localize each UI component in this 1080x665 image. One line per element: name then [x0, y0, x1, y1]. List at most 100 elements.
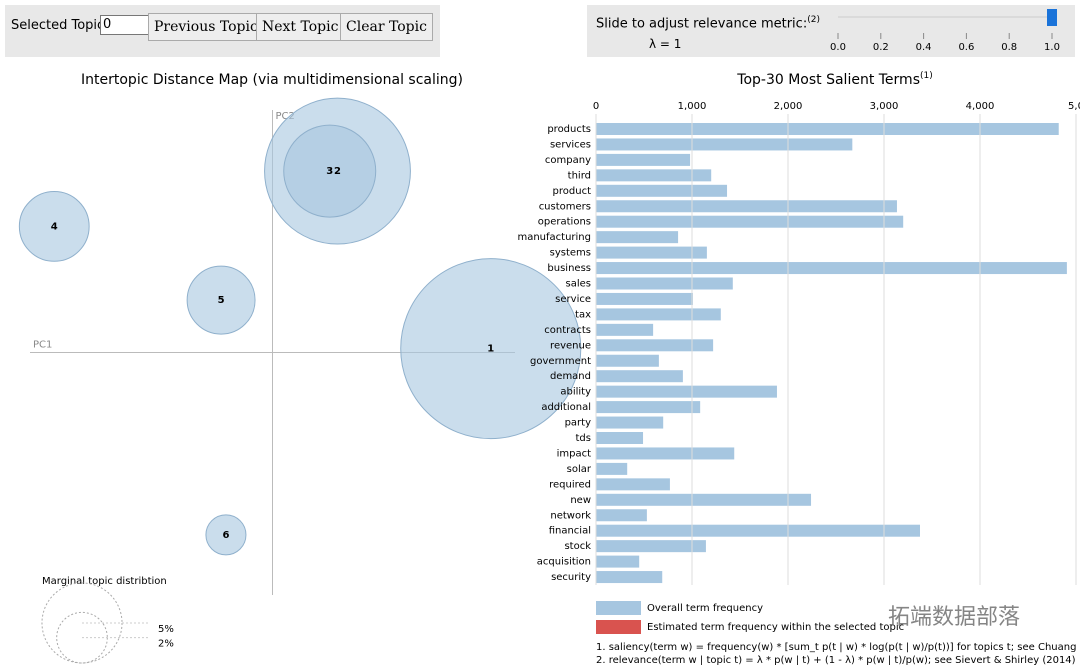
bar[interactable] [596, 540, 706, 553]
topic-bubble[interactable] [205, 514, 247, 556]
term-label[interactable]: revenue [550, 340, 591, 351]
term-label[interactable]: company [545, 155, 591, 166]
bar[interactable] [596, 509, 647, 522]
term-label[interactable]: third [568, 170, 591, 181]
bar[interactable] [596, 462, 628, 475]
term-label[interactable]: services [550, 139, 591, 150]
bar[interactable] [596, 493, 812, 506]
bar[interactable] [596, 308, 721, 321]
term-label[interactable]: impact [557, 448, 591, 459]
term-label[interactable]: network [550, 510, 591, 521]
bar[interactable] [596, 292, 693, 305]
slider-label: Slide to adjust relevance metric:(2) [596, 15, 820, 31]
topic-bubble[interactable] [186, 265, 256, 335]
bar[interactable] [596, 478, 670, 491]
x-tick-label: 0 [593, 101, 599, 112]
term-label[interactable]: product [553, 186, 592, 197]
term-label[interactable]: contracts [544, 325, 591, 336]
term-label[interactable]: solar [567, 464, 592, 475]
term-label[interactable]: sales [566, 279, 591, 290]
bar[interactable] [596, 385, 777, 398]
x-tick-label: 2,000 [774, 101, 803, 112]
bar[interactable] [596, 524, 920, 537]
bar[interactable] [596, 200, 897, 213]
bar[interactable] [596, 215, 904, 228]
topic-label: 4 [51, 221, 58, 232]
bar[interactable] [596, 370, 683, 383]
x-axis-label: PC1 [33, 340, 52, 351]
term-label[interactable]: business [547, 263, 591, 274]
slider-tick-label: 0.6 [958, 42, 974, 53]
term-label[interactable]: tax [575, 309, 591, 320]
slider-panel: Slide to adjust relevance metric:(2) λ =… [587, 5, 1075, 57]
slider-tick-label: 1.0 [1044, 42, 1060, 53]
topic-bubble[interactable] [400, 258, 582, 440]
clear-button[interactable]: Clear Topic [340, 13, 433, 41]
bar[interactable] [596, 571, 663, 584]
x-tick-label: 1,000 [678, 101, 707, 112]
term-label[interactable]: manufacturing [517, 232, 591, 243]
term-label[interactable]: new [570, 495, 591, 506]
bar[interactable] [596, 401, 701, 414]
slider-tick-label: 0.4 [916, 42, 932, 53]
bar[interactable] [596, 123, 1059, 135]
topic-bubble[interactable] [18, 191, 90, 262]
term-label[interactable]: party [565, 418, 592, 429]
topic-bubble[interactable] [283, 124, 377, 218]
bar[interactable] [596, 416, 664, 429]
term-label[interactable]: security [551, 572, 591, 583]
bar[interactable] [596, 262, 1067, 275]
footnote: 2. relevance(term w | topic t) = λ * p(w… [596, 655, 1076, 665]
term-label[interactable]: customers [539, 201, 591, 212]
term-label[interactable]: stock [564, 541, 591, 552]
chart-title-note: (1) [920, 71, 933, 81]
x-tick-label: 3,000 [870, 101, 899, 112]
term-label[interactable]: demand [550, 371, 591, 382]
topic-label: 2 [334, 166, 341, 177]
term-label[interactable]: acquisition [537, 557, 591, 568]
bar[interactable] [596, 432, 644, 444]
chart-title-text: Top-30 Most Salient Terms [736, 72, 920, 88]
footnote: 1. saliency(term w) = frequency(w) * [su… [596, 642, 1080, 653]
slider-handle[interactable] [1047, 9, 1057, 26]
topic-label: 5 [218, 295, 225, 306]
lambda-text: λ = 1 [649, 37, 682, 51]
selected-topic-label: Selected Topic: [11, 18, 109, 33]
bar[interactable] [596, 354, 659, 367]
size-legend-label: 5% [158, 624, 174, 635]
prev-button[interactable]: Previous Topic [148, 13, 264, 41]
term-label[interactable]: tds [576, 433, 591, 444]
slider-tick-label: 0.2 [873, 42, 889, 53]
bar[interactable] [596, 169, 712, 182]
bar[interactable] [596, 138, 853, 151]
chart-title: Top-30 Most Salient Terms(1) [736, 71, 932, 89]
bar[interactable] [596, 555, 640, 568]
legend-swatch [596, 620, 641, 634]
term-label[interactable]: service [555, 294, 591, 305]
topic-label: 6 [222, 530, 229, 541]
bar[interactable] [596, 339, 714, 352]
watermark: 拓端数据部落 [888, 605, 1020, 630]
bar[interactable] [596, 153, 691, 166]
term-label[interactable]: operations [538, 217, 591, 228]
x-tick-label: 5,0 [1068, 101, 1080, 112]
term-label[interactable]: ability [560, 387, 591, 398]
term-label[interactable]: additional [541, 402, 591, 413]
bar[interactable] [596, 231, 679, 244]
bar[interactable] [596, 323, 654, 336]
term-label[interactable]: government [530, 356, 591, 367]
legend-swatch [596, 601, 641, 615]
term-label[interactable]: systems [550, 248, 591, 259]
x-tick-label: 4,000 [966, 101, 995, 112]
term-label[interactable]: required [549, 479, 591, 490]
size-legend-label: 2% [158, 639, 174, 650]
term-label[interactable]: products [547, 124, 591, 135]
term-label[interactable]: financial [549, 526, 591, 537]
bar[interactable] [596, 447, 735, 460]
bar[interactable] [596, 246, 707, 259]
bar[interactable] [596, 184, 728, 197]
bar[interactable] [596, 277, 733, 290]
slider-tick-label: 0.0 [830, 42, 846, 53]
slider-label-text: Slide to adjust relevance metric: [596, 16, 808, 32]
